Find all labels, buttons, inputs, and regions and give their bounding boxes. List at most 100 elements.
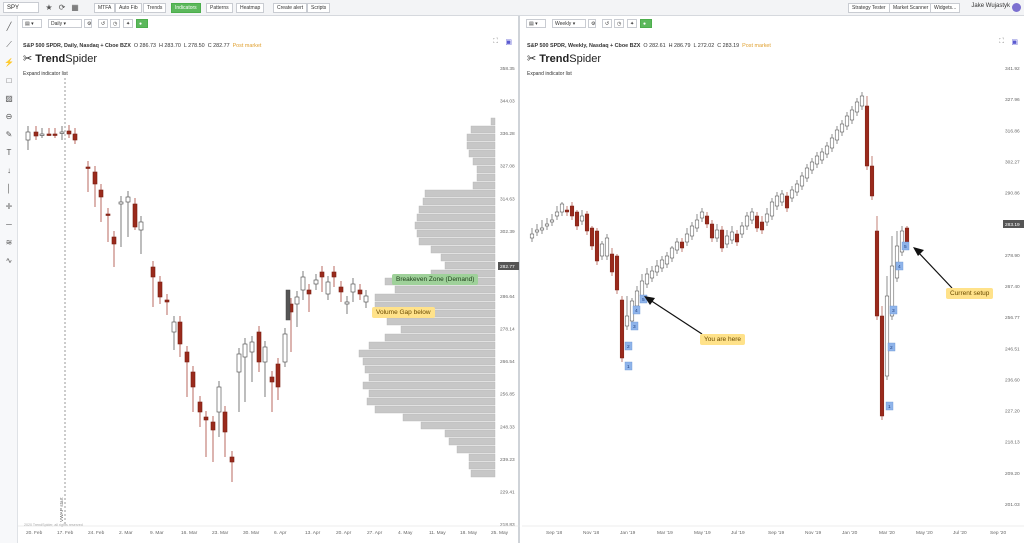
y-tick-label: 256.85 — [500, 392, 515, 398]
volume-profile-bar — [422, 197, 496, 206]
create-alert-button[interactable]: Create alert — [273, 3, 308, 13]
vertical-line-icon[interactable]: │ — [6, 184, 12, 193]
ellipse-icon[interactable]: ⊖ — [5, 112, 13, 121]
crosshair-icon[interactable]: ✛ — [5, 202, 13, 211]
zone-icon[interactable]: ▨ — [5, 94, 13, 103]
market-scanner-button[interactable]: Market Scanner — [889, 3, 933, 13]
heatmap-button[interactable]: Heatmap — [236, 3, 265, 13]
star-icon[interactable]: ★ — [45, 3, 53, 12]
candle-body — [529, 233, 535, 239]
candle-body — [249, 341, 255, 353]
candle-body — [164, 299, 170, 303]
expand-indicator-list-2[interactable]: Expand indicator list — [527, 71, 572, 77]
y-tick-label: 316.86 — [1005, 128, 1020, 134]
live-icon-2[interactable]: ● — [640, 19, 652, 28]
arrow-down-icon[interactable]: ↓ — [7, 166, 11, 175]
candle-body — [674, 241, 680, 251]
x-tick-label: 20. Apr — [336, 530, 352, 536]
auto-fib-button[interactable]: Auto Fib — [115, 3, 142, 13]
undo-icon-2[interactable]: ↺ — [602, 19, 612, 28]
x-tick-label: 9. Mar — [150, 530, 164, 536]
volume-profile-bar — [468, 453, 496, 462]
trendline-icon[interactable]: ╱ — [6, 22, 12, 31]
clock-icon[interactable]: ◷ — [110, 19, 120, 28]
volume-profile-bar — [418, 205, 496, 214]
wand-icon[interactable]: ✦ — [123, 19, 133, 28]
chart-panel-weekly[interactable]: ▤ ▾ Weekly ▾ ⚙ ↺ ◷ ✦ ● ⛶ ▣ S&P 500 SPDR,… — [522, 16, 1024, 543]
indicators-button[interactable]: Indicators — [171, 3, 201, 13]
y-tick-label: 246.51 — [1005, 346, 1020, 352]
wave-icon[interactable]: ∿ — [5, 256, 13, 265]
candle-body — [539, 227, 545, 231]
mtfa-button[interactable]: MTFA — [94, 3, 116, 13]
x-tick-label: Jul '20 — [953, 530, 967, 536]
volume-profile-bar — [476, 173, 496, 182]
x-tick-label: Mar '19 — [657, 530, 673, 536]
candle-body — [729, 231, 735, 241]
layout-icon[interactable]: ▦ — [71, 3, 79, 12]
candle-body — [216, 386, 222, 413]
chart-panel-daily[interactable]: ▤ ▾ Daily ▾ ⚙ ↺ ◷ ✦ ● ⛶ ▣ S&P 500 SPDR, … — [18, 16, 520, 543]
settings-icon[interactable]: ⚙ — [84, 19, 92, 28]
trendspider-logo: ✂ TrendSpider — [23, 53, 98, 65]
trends-button[interactable]: Trends — [143, 3, 167, 13]
candle-body — [849, 109, 855, 121]
wave-label-box — [624, 341, 633, 351]
y-tick-label: 256.77 — [1005, 315, 1020, 321]
candle-body — [313, 279, 319, 285]
candle-body — [256, 331, 262, 363]
x-tick-label: 11. May — [429, 530, 446, 536]
drawing-toolbar: ╱ ⟋ ⚡ □ ▨ ⊖ ✎ T ↓ │ ✛ ─ ≋ ∿ — [0, 16, 18, 543]
fullscreen-icon-2[interactable]: ⛶ — [999, 38, 1004, 45]
clock-icon-2[interactable]: ◷ — [614, 19, 624, 28]
patterns-button[interactable]: Patterns — [206, 3, 233, 13]
ray-icon[interactable]: ⟋ — [6, 40, 12, 49]
candle-body — [839, 123, 845, 133]
camera-icon[interactable]: ▣ — [505, 39, 512, 46]
breakeven-zone-note: Breakeven Zone (Demand) — [392, 274, 479, 285]
widgets-button[interactable]: Widgets... — [930, 3, 961, 13]
horizontal-line-icon[interactable]: ─ — [6, 220, 12, 229]
brush-icon[interactable]: ✎ — [5, 130, 13, 139]
fullscreen-icon[interactable]: ⛶ — [493, 38, 498, 45]
wave-label-box — [889, 305, 898, 315]
fib-icon[interactable]: ⚡ — [4, 58, 14, 67]
volume-profile-bar — [416, 229, 496, 238]
symbol-input[interactable]: SPY — [3, 2, 39, 13]
candle-body — [604, 237, 610, 257]
timeframe-label: Daily — [51, 21, 63, 27]
volume-profile-bar — [456, 445, 496, 454]
camera-icon-2[interactable]: ▣ — [1011, 39, 1018, 46]
refresh-icon[interactable]: ⟳ — [58, 3, 66, 12]
channel-icon[interactable]: ≋ — [5, 238, 13, 247]
volume-profile-bar — [402, 413, 496, 422]
scripts-button[interactable]: Scripts — [307, 3, 331, 13]
x-tick-label: Mar '20 — [879, 530, 895, 536]
text-icon[interactable]: T — [6, 148, 12, 157]
chart-type-dropdown[interactable]: ▤ ▾ — [22, 19, 42, 28]
price-badge — [498, 262, 519, 270]
settings-icon-2[interactable]: ⚙ — [588, 19, 596, 28]
ohlc-open: O 286.73 — [133, 43, 156, 49]
live-icon[interactable]: ● — [136, 19, 148, 28]
avatar[interactable] — [1012, 3, 1021, 12]
timeframe-dropdown[interactable]: Daily ▾ — [48, 19, 82, 28]
candle-body — [306, 289, 312, 295]
chart-type-dropdown-2[interactable]: ▤ ▾ — [526, 19, 546, 28]
expand-indicator-list[interactable]: Expand indicator list — [23, 71, 68, 77]
timeframe-dropdown-2[interactable]: Weekly ▾ — [552, 19, 586, 28]
x-tick-label: Jul '19 — [731, 530, 745, 536]
volume-profile-bar — [440, 253, 496, 262]
daily-candlestick-chart[interactable]: VWAP start 358.35 344.03 336.28 327.08 314.63… — [18, 16, 520, 543]
candle-body — [724, 235, 730, 245]
wand-icon-2[interactable]: ✦ — [627, 19, 637, 28]
candle-body — [834, 129, 840, 141]
undo-icon[interactable]: ↺ — [98, 19, 108, 28]
price-badge-label: 283.19 — [1005, 222, 1020, 228]
rectangle-icon[interactable]: □ — [6, 76, 12, 85]
candle-body — [709, 223, 715, 239]
user-name[interactable]: Jake Wujastyk — [971, 3, 1010, 9]
weekly-candlestick-chart[interactable]: 1234512345341.92327.96316.86302.27290.86… — [522, 16, 1024, 543]
strategy-tester-button[interactable]: Strategy Tester — [848, 3, 890, 13]
candle-body — [794, 183, 800, 193]
